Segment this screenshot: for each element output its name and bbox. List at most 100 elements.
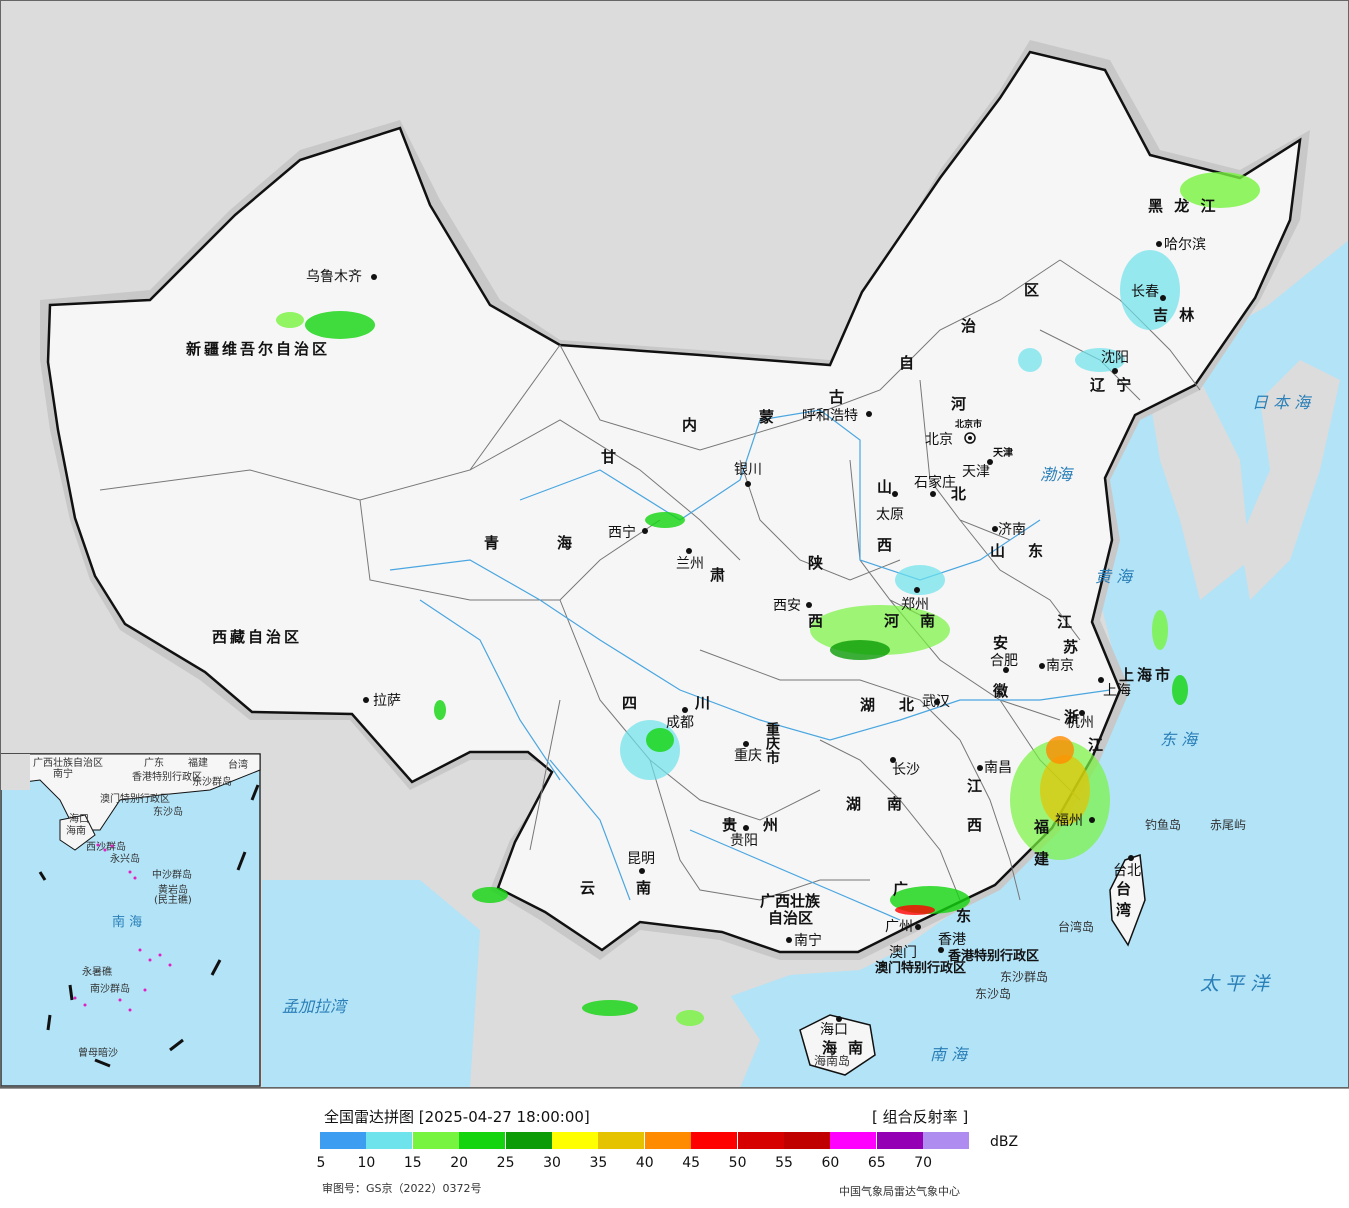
city-label-shenyang: 沈阳 [1101, 350, 1129, 366]
south-china-sea-inset[interactable]: 广西壮族自治区 南宁 广东 福建 台湾 香港特别行政区 东沙群岛 澳门特别行政区… [0, 753, 261, 1087]
province-label-neimeng-g: 古 [829, 388, 847, 406]
capital-marker-dot [968, 436, 972, 440]
city-label-beijing: 北京 [925, 432, 953, 448]
province-label-hainan-h: 海 [822, 1039, 840, 1057]
product-name: [ 组合反射率 ] [872, 1108, 969, 1126]
inset-label-gx: 广西壮族自治区 [33, 756, 103, 769]
legend-swatch [505, 1132, 552, 1149]
province-label-guangxi-2: 自治区 [768, 909, 813, 927]
province-boundaries [99, 259, 1201, 901]
province-label-neimeng-m: 蒙 [759, 408, 777, 426]
province-label-taiwan-t: 台 [1116, 880, 1134, 898]
radar-echoes [276, 172, 1260, 1026]
province-label-hongkong: 香港特别行政区 [947, 948, 1039, 964]
city-label-shanghai: 上海 [1103, 683, 1131, 699]
city-label-xining: 西宁 [608, 524, 636, 541]
province-label-guangdong-d: 东 [956, 907, 974, 925]
province-label-jiangxi-x: 西 [967, 816, 985, 834]
map-canvas[interactable]: 新疆维吾尔自治区 西藏自治区 青 海 甘 肃 内 蒙 古 自 治 区 黑 龙 江… [0, 0, 1349, 1088]
province-label-neimeng-z: 自 [899, 354, 917, 372]
province-label-jiangxi-j: 江 [967, 777, 985, 795]
legend-tick-label: 50 [728, 1155, 747, 1171]
legend-tick-label: 30 [543, 1155, 561, 1171]
legend-swatch [876, 1132, 923, 1149]
province-label-shaanxi-s: 陕 [808, 554, 826, 572]
island-label-hainandao: 海南岛 [814, 1053, 850, 1068]
southeast-asia-land [480, 900, 760, 1088]
city-label-taiyuan: 太原 [876, 507, 904, 523]
legend-swatch [552, 1132, 598, 1149]
sea-label-ribenhai: 日 本 海 [1252, 393, 1312, 412]
province-label-anhui-a: 安 [993, 634, 1011, 652]
province-label-zhejiang-z: 浙 [1064, 708, 1082, 726]
province-label-taiwan-w: 湾 [1116, 901, 1134, 919]
inset-label-macao: 澳门特别行政区 [100, 792, 170, 805]
province-label-jiangsu-s: 苏 [1063, 638, 1081, 656]
legend-tick-label: 45 [682, 1155, 701, 1171]
legend-unit: dBZ [990, 1134, 1019, 1150]
island-label-dongshaqundao: 东沙群岛 [1000, 969, 1048, 984]
sea-label-nanhai: 南 海 [930, 1045, 969, 1064]
city-label-macao: 澳门 [889, 945, 917, 961]
taiwan-island [1109, 853, 1146, 947]
legend-swatch [412, 1132, 459, 1149]
province-label-shanghai: 上海市 [1119, 666, 1173, 684]
inset-label-huangyan2: (民主礁) [154, 893, 192, 906]
city-label-guiyang: 贵阳 [730, 833, 758, 849]
inset-label-xisha: 西沙群岛 [86, 840, 126, 853]
city-label-wuhan: 武汉 [922, 694, 950, 710]
province-label-gansu-s: 肃 [710, 566, 728, 584]
sea-label-bohai: 渤海 [1040, 465, 1074, 484]
island-label-chiweiyu: 赤尾屿 [1210, 818, 1246, 832]
province-labels: 新疆维吾尔自治区 西藏自治区 青 海 甘 肃 内 蒙 古 自 治 区 黑 龙 江… [186, 197, 1215, 1057]
province-label-gansu-g: 甘 [601, 448, 619, 466]
inset-label-zengmu: 曾母暗沙 [78, 1046, 118, 1059]
province-label-fujian-j: 建 [1034, 850, 1052, 868]
province-label-shanxi-x: 西 [877, 536, 895, 554]
city-label-zhengzhou: 郑州 [901, 597, 929, 613]
province-label-beijing-municipality: 北京市 [955, 418, 982, 430]
inset-label-gd: 广东 [144, 756, 164, 769]
province-label-hainan-n: 南 [848, 1039, 866, 1057]
capital-marker [964, 432, 976, 444]
city-label-nanning: 南宁 [794, 932, 822, 949]
legend-footer: 全国雷达拼图 [2025-04-27 18:00:00] [ 组合反射率 ] 5… [0, 1088, 1349, 1208]
city-label-nanchang: 南昌 [984, 760, 1012, 776]
province-label-hebei-b: 北 [951, 485, 969, 503]
province-label-shandong-d: 东 [1028, 542, 1046, 560]
province-label-qinghai-q: 青 [484, 534, 502, 552]
province-label-fujian-f: 福 [1033, 818, 1052, 836]
province-label-neimeng-n: 内 [682, 416, 700, 434]
legend-swatch [366, 1132, 413, 1149]
island-label-taiwandao: 台湾岛 [1058, 919, 1094, 934]
inset-label-zhongsha: 中沙群岛 [152, 868, 192, 881]
province-label-chongqing: 重庆市 [764, 721, 780, 765]
province-label-shaanxi-x: 西 [808, 612, 826, 630]
island-labels: 钓鱼岛 赤尾屿 台湾岛 东沙群岛 东沙岛 海南岛 [814, 817, 1246, 1068]
city-label-chengdu: 成都 [666, 715, 694, 731]
legend-tick-label: 70 [914, 1155, 933, 1171]
province-label-guangxi-1: 广西壮族 [760, 892, 821, 910]
city-label-fuzhou: 福州 [1055, 813, 1083, 829]
inset-label-haikou: 海口 [69, 812, 89, 825]
china-land [46, 50, 1302, 954]
province-label-hubei-h: 湖 [860, 696, 878, 714]
japan-land [1240, 360, 1340, 600]
island-label-diaoyudao: 钓鱼岛 [1145, 817, 1181, 832]
korea-land [1150, 380, 1250, 600]
city-label-hangzhou: 杭州 [1066, 715, 1094, 731]
legend-tick-label: 15 [403, 1155, 422, 1171]
province-label-sichuan-c: 川 [694, 694, 713, 712]
city-label-harbin: 哈尔滨 [1164, 237, 1206, 253]
province-label-qinghai-h: 海 [557, 534, 575, 552]
city-label-hohhot: 呼和浩特 [802, 408, 858, 424]
province-label-xizang: 西藏自治区 [212, 628, 302, 646]
province-label-macao: 澳门特别行政区 [875, 960, 966, 976]
city-label-yinchuan: 银川 [734, 462, 762, 478]
legend-tick-label: 5 [316, 1155, 326, 1171]
legend-swatch [644, 1132, 691, 1149]
inset-label-nansha: 南沙群岛 [90, 982, 130, 995]
province-label-hebei-h: 河 [951, 395, 969, 413]
legend-tick-label: 65 [867, 1155, 886, 1171]
map-title: 全国雷达拼图 [2025-04-27 18:00:00] [324, 1108, 590, 1126]
